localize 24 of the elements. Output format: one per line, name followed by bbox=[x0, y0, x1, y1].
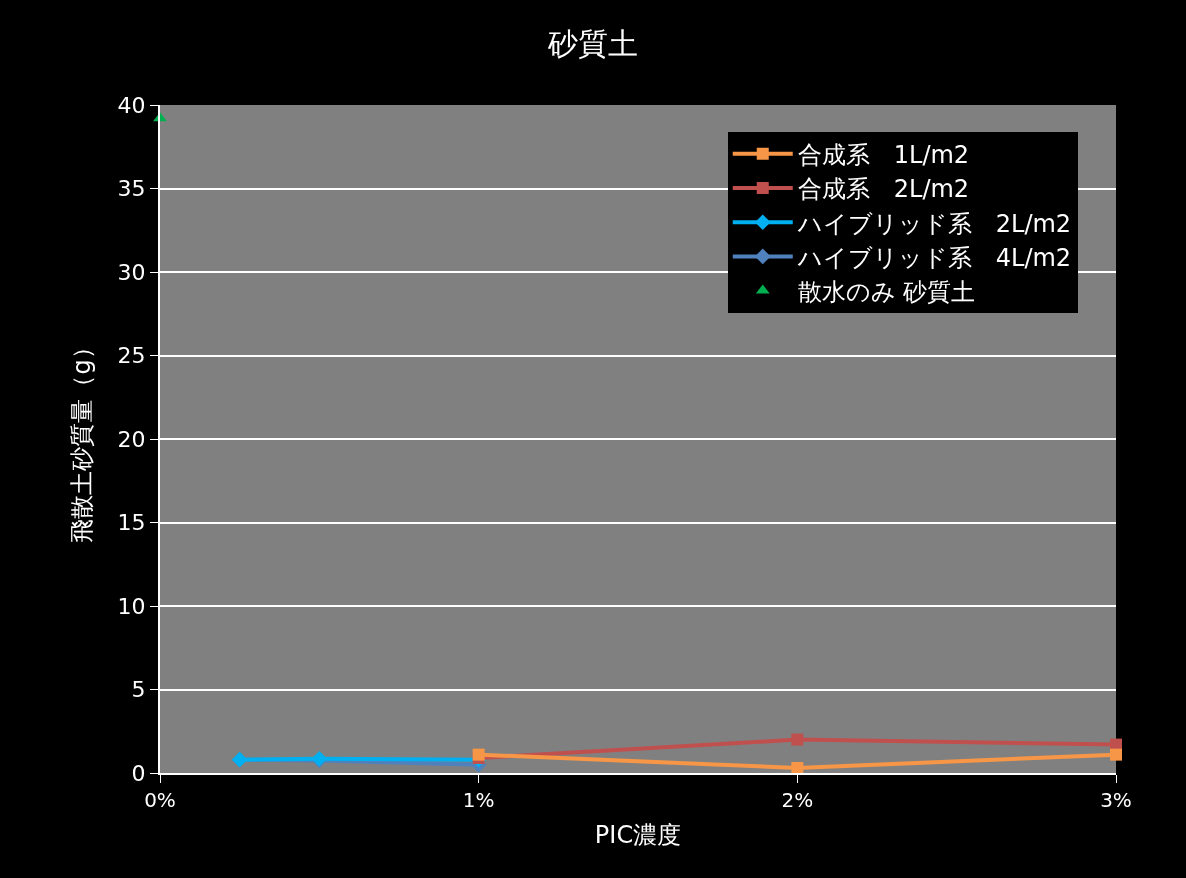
point bbox=[791, 761, 804, 774]
x-axis-title: PIC濃度 bbox=[594, 820, 682, 849]
legend-label: 散水のみ 砂質土 bbox=[797, 277, 976, 306]
y-tick-label: 35 bbox=[117, 176, 146, 202]
legend-label: ハイブリッド系 4L/m2 bbox=[796, 243, 1072, 272]
point bbox=[1110, 748, 1122, 761]
legend-label: 合成系 1L/m2 bbox=[797, 141, 970, 170]
legend-label: 合成系 2L/m2 bbox=[797, 175, 970, 204]
y-tick-label: 40 bbox=[117, 92, 146, 118]
x-tick-label: 3% bbox=[1100, 788, 1132, 812]
y-tick-label: 30 bbox=[117, 259, 146, 285]
y-axis-title: 飛散土砂質量（g） bbox=[68, 335, 97, 543]
legend-label: ハイブリッド系 2L/m2 bbox=[796, 209, 1072, 238]
x-tick-label: 2% bbox=[781, 788, 814, 812]
x-tick-label: 1% bbox=[462, 788, 495, 812]
point bbox=[791, 733, 804, 746]
y-tick-label: 20 bbox=[117, 426, 146, 452]
y-tick-label: 15 bbox=[117, 510, 146, 536]
y-tick-label: 25 bbox=[117, 343, 146, 369]
x-tick-label: 0% bbox=[144, 788, 176, 812]
y-tick-label: 0 bbox=[131, 760, 146, 786]
y-tick-label: 10 bbox=[117, 593, 146, 619]
chart-title: 砂質土 bbox=[547, 26, 638, 62]
y-tick-label: 5 bbox=[131, 677, 146, 703]
